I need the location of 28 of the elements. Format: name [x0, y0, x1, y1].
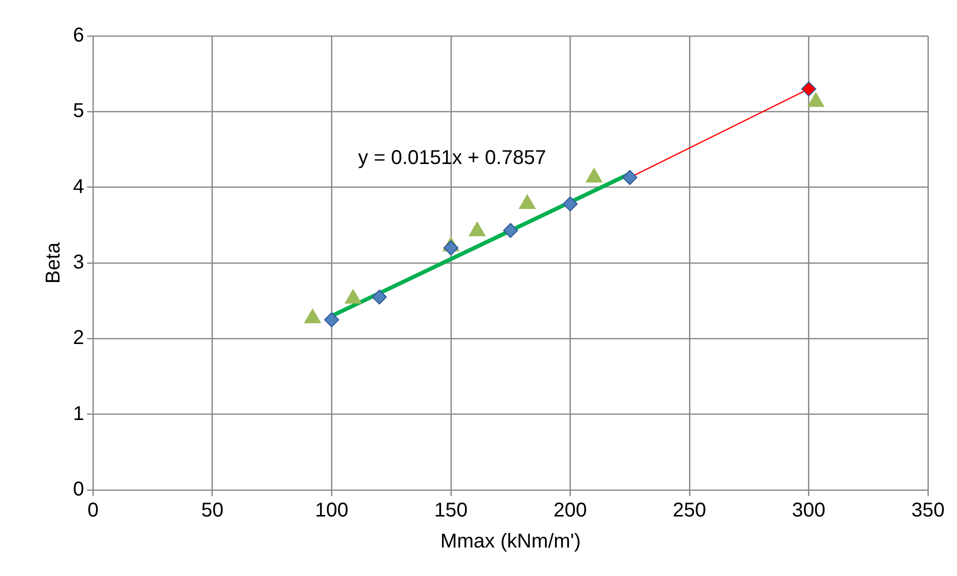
- point: [344, 289, 362, 304]
- point: [801, 81, 816, 96]
- point: [503, 222, 518, 238]
- x-axis-title: Mmax (kNm/m'): [440, 530, 581, 553]
- point: [562, 196, 578, 212]
- point: [468, 222, 486, 236]
- y-tick-label: 4: [73, 176, 84, 198]
- y-tick-label: 0: [73, 478, 84, 501]
- point: [518, 194, 536, 209]
- x-tick-label: 350: [911, 500, 945, 522]
- x-tick-label: 150: [434, 500, 468, 522]
- point: [586, 168, 602, 182]
- y-tick-label: 6: [73, 24, 84, 47]
- y-tick-label: 3: [73, 252, 84, 274]
- x-tick-label: 250: [672, 500, 706, 522]
- y-tick-label: 1: [73, 402, 84, 425]
- x-tick-label: 0: [88, 500, 99, 522]
- point: [443, 240, 458, 256]
- annotation: y = 0.0151x + 0.7857: [358, 147, 546, 170]
- point: [622, 170, 638, 185]
- y-axis-title: Beta: [42, 242, 65, 284]
- x-tick-label: 100: [314, 500, 348, 522]
- y-tick-label: 2: [73, 327, 84, 350]
- x-tick-label: 300: [792, 500, 826, 522]
- x-tick-label: 200: [554, 500, 587, 522]
- point: [304, 308, 321, 324]
- x-tick-label: 50: [201, 500, 224, 522]
- y-tick-label: 5: [73, 100, 84, 122]
